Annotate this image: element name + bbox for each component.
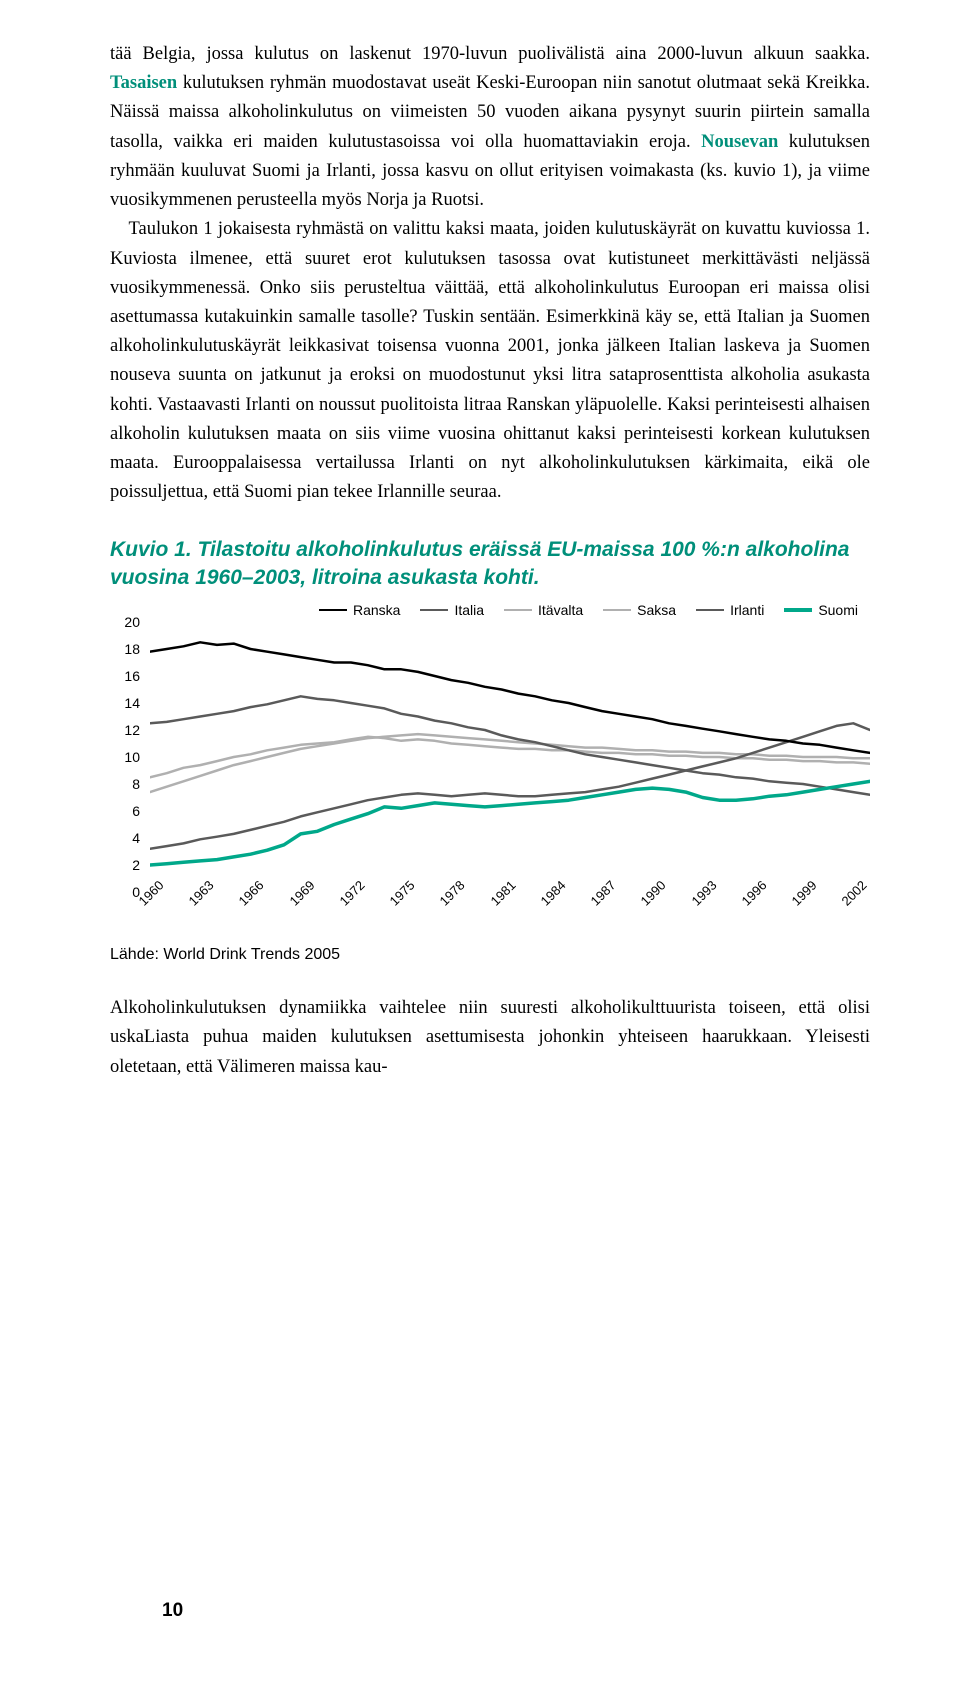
legend-label: Saksa <box>637 602 676 618</box>
y-tick: 6 <box>132 803 140 819</box>
legend-label: Suomi <box>818 602 858 618</box>
chart-legend: Ranska Italia Itävalta Saksa Irlanti Suomi <box>110 602 870 618</box>
paragraph-2: Taulukon 1 jokaisesta ryhmästä on valitt… <box>110 215 870 507</box>
legend-swatch <box>696 609 724 612</box>
series-line <box>150 734 870 792</box>
y-tick: 2 <box>132 857 140 873</box>
legend-item: Italia <box>420 602 484 618</box>
legend-item: Ranska <box>319 602 400 618</box>
y-tick: 4 <box>132 830 140 846</box>
legend-label: Ranska <box>353 602 400 618</box>
chart-source: Lähde: World Drink Trends 2005 <box>110 946 870 964</box>
paragraph-3: Alkoholinkulutuksen dynamiikka vaihtelee… <box>110 994 870 1082</box>
legend-swatch <box>420 609 448 612</box>
series-line <box>150 781 870 865</box>
post-chart-text: Alkoholinkulutuksen dynamiikka vaihtelee… <box>110 994 870 1082</box>
main-text: tää Belgia, jossa kulutus on laskenut 19… <box>110 40 870 508</box>
page-number: 10 <box>162 1600 183 1622</box>
y-axis: 02468101214161820 <box>110 622 146 892</box>
legend-item: Suomi <box>784 602 858 618</box>
legend-label: Itävalta <box>538 602 583 618</box>
y-tick: 14 <box>124 695 140 711</box>
y-tick: 20 <box>124 614 140 630</box>
chart-container: RanskaItaliaItävaltaSaksaIrlantiSuomi 02… <box>110 602 870 964</box>
chart-title: Kuvio 1. Tilastoitu alkoholinkulutus erä… <box>110 536 870 593</box>
text-span: tää Belgia, jossa kulutus on laskenut 19… <box>110 44 870 64</box>
legend-swatch <box>319 609 347 612</box>
y-tick: 8 <box>132 776 140 792</box>
legend-swatch <box>603 609 631 612</box>
chart-svg <box>150 622 870 892</box>
highlight-nouseva: Nousevan <box>701 132 778 152</box>
legend-swatch <box>504 609 532 612</box>
legend-label: Irlanti <box>730 602 764 618</box>
series-line <box>150 696 870 795</box>
legend-swatch <box>784 608 812 612</box>
legend-item: Itävalta <box>504 602 583 618</box>
highlight-tasainen: Tasaisen <box>110 73 177 93</box>
legend-item: Saksa <box>603 602 676 618</box>
x-axis: 1960196319661969197219751978198119841987… <box>150 892 870 922</box>
y-tick: 10 <box>124 749 140 765</box>
paragraph-1: tää Belgia, jossa kulutus on laskenut 19… <box>110 40 870 215</box>
series-line <box>150 737 870 778</box>
chart-plot-area: 02468101214161820 1960196319661969197219… <box>110 622 870 922</box>
y-tick: 18 <box>124 641 140 657</box>
legend-item: Irlanti <box>696 602 764 618</box>
legend-label: Italia <box>454 602 484 618</box>
y-tick: 16 <box>124 668 140 684</box>
y-tick: 12 <box>124 722 140 738</box>
